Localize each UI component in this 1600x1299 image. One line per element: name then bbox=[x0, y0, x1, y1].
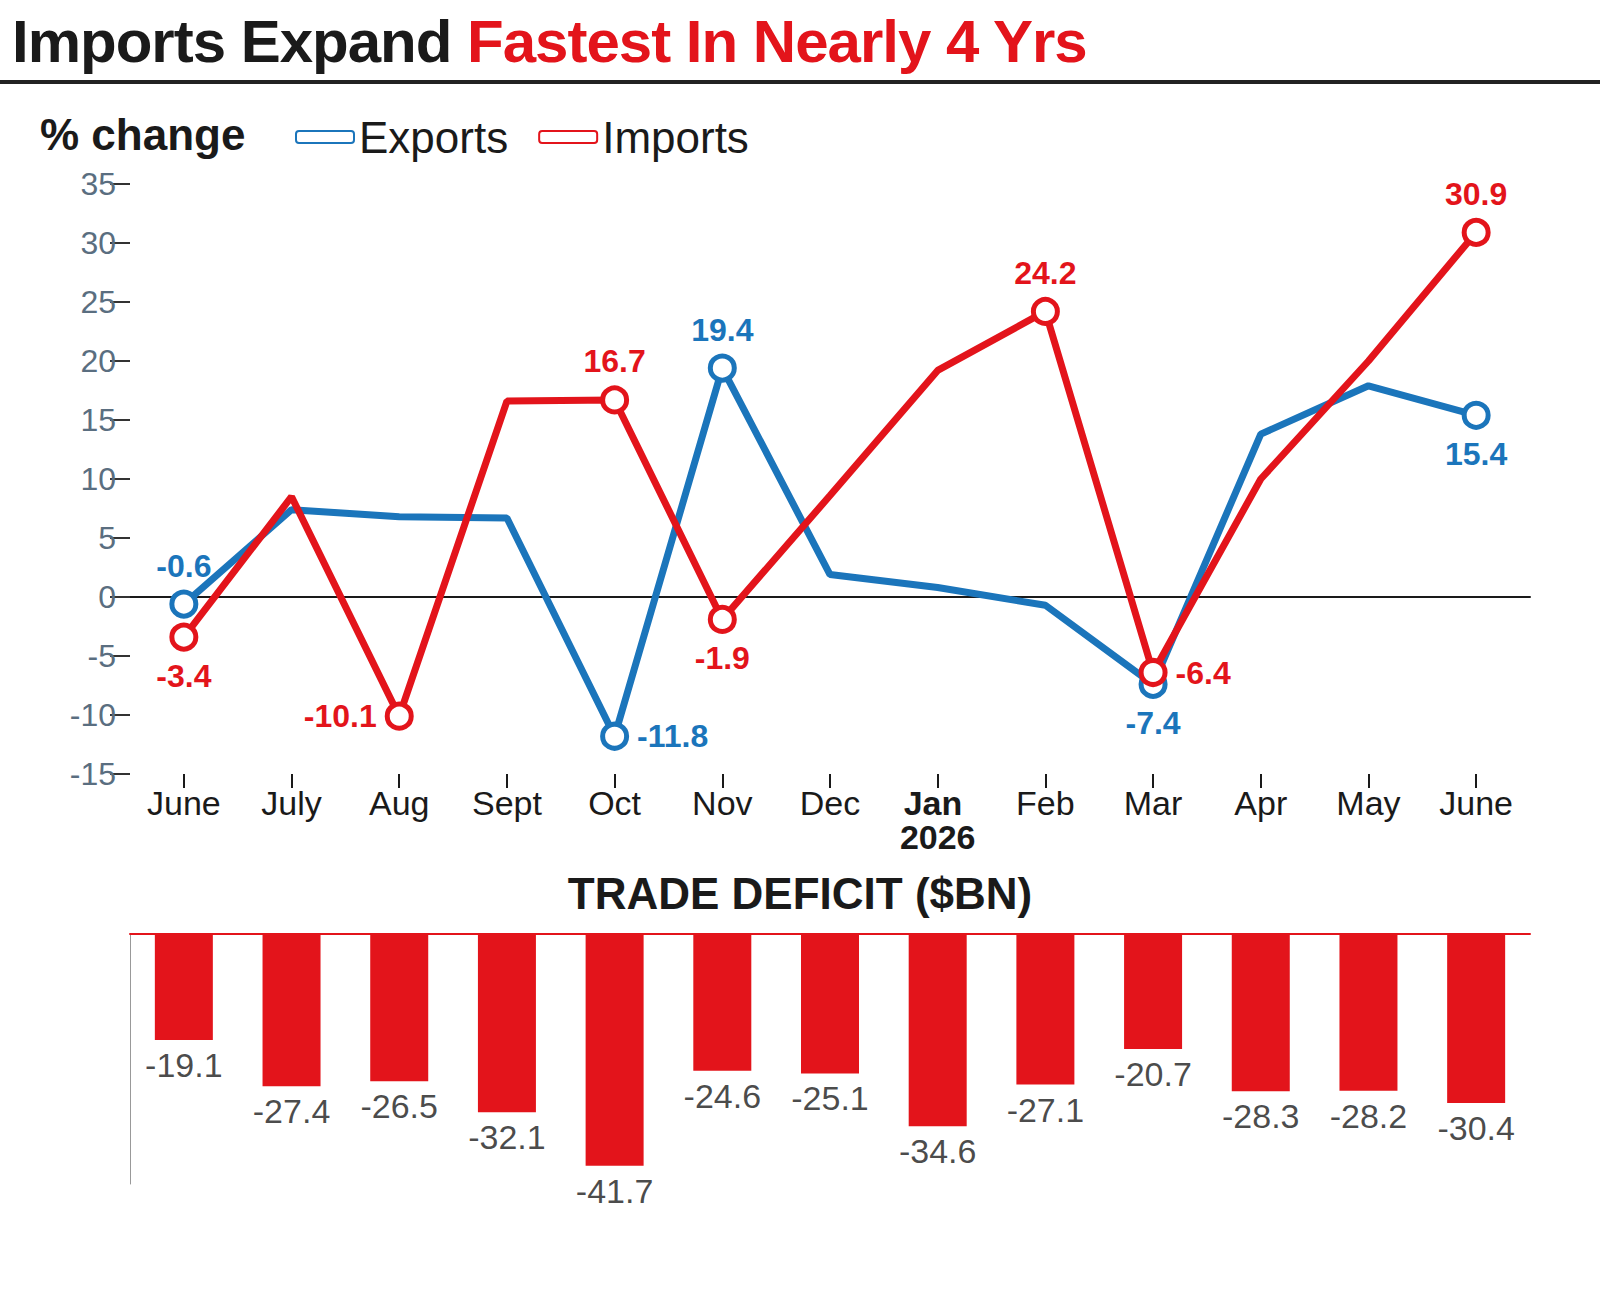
svg-text:-27.4: -27.4 bbox=[253, 1092, 331, 1130]
svg-text:June: June bbox=[1439, 784, 1513, 822]
svg-text:-10: -10 bbox=[70, 697, 116, 733]
svg-text:Apr: Apr bbox=[1234, 784, 1287, 822]
svg-text:-27.1: -27.1 bbox=[1007, 1091, 1085, 1129]
svg-text:Imports: Imports bbox=[602, 113, 749, 162]
svg-text:-28.2: -28.2 bbox=[1330, 1097, 1408, 1135]
svg-text:-7.4: -7.4 bbox=[1126, 705, 1181, 741]
svg-text:Exports: Exports bbox=[359, 113, 508, 162]
svg-text:Mar: Mar bbox=[1124, 784, 1183, 822]
svg-text:20: 20 bbox=[80, 343, 116, 379]
svg-text:TRADE DEFICIT ($BN): TRADE DEFICIT ($BN) bbox=[568, 869, 1032, 918]
svg-text:0: 0 bbox=[98, 579, 116, 615]
svg-text:15: 15 bbox=[80, 402, 116, 438]
svg-text:% change: % change bbox=[40, 110, 245, 159]
svg-text:Aug: Aug bbox=[369, 784, 430, 822]
svg-text:-3.4: -3.4 bbox=[156, 658, 211, 694]
svg-text:-26.5: -26.5 bbox=[360, 1087, 438, 1125]
svg-text:35: 35 bbox=[80, 166, 116, 202]
svg-text:-11.8: -11.8 bbox=[637, 718, 708, 754]
svg-text:Feb: Feb bbox=[1016, 784, 1075, 822]
svg-text:-30.4: -30.4 bbox=[1437, 1109, 1515, 1147]
svg-text:Sept: Sept bbox=[472, 784, 542, 822]
svg-text:May: May bbox=[1336, 784, 1400, 822]
svg-text:-19.1: -19.1 bbox=[145, 1046, 223, 1084]
svg-text:Nov: Nov bbox=[692, 784, 752, 822]
svg-text:25: 25 bbox=[80, 284, 116, 320]
svg-text:-15: -15 bbox=[70, 756, 116, 792]
svg-text:-34.6: -34.6 bbox=[899, 1132, 977, 1170]
svg-text:-24.6: -24.6 bbox=[684, 1077, 762, 1115]
svg-text:Dec: Dec bbox=[800, 784, 860, 822]
svg-text:-32.1: -32.1 bbox=[468, 1118, 546, 1156]
svg-text:-0.6: -0.6 bbox=[156, 548, 211, 584]
svg-text:-1.9: -1.9 bbox=[695, 640, 750, 676]
svg-text:30: 30 bbox=[80, 225, 116, 261]
svg-text:June: June bbox=[147, 784, 221, 822]
svg-text:-5: -5 bbox=[88, 638, 116, 674]
svg-text:2026: 2026 bbox=[900, 818, 976, 856]
svg-text:-10.1: -10.1 bbox=[304, 698, 377, 734]
svg-text:15.4: 15.4 bbox=[1445, 436, 1507, 472]
svg-text:30.9: 30.9 bbox=[1445, 176, 1507, 212]
svg-text:-28.3: -28.3 bbox=[1222, 1097, 1300, 1135]
svg-text:-6.4: -6.4 bbox=[1176, 655, 1231, 691]
svg-text:July: July bbox=[261, 784, 321, 822]
html-text:Imports Expand Fastest In Near: Imports Expand Fastest In Nearly 4 Yrs bbox=[12, 8, 1087, 75]
svg-text:Jan: Jan bbox=[904, 784, 972, 822]
svg-text:-25.1: -25.1 bbox=[791, 1079, 869, 1117]
svg-text:-41.7: -41.7 bbox=[576, 1172, 654, 1210]
svg-text:16.7: 16.7 bbox=[583, 343, 645, 379]
svg-text:Oct: Oct bbox=[588, 784, 641, 822]
svg-text:-20.7: -20.7 bbox=[1114, 1055, 1192, 1093]
svg-text:24.2: 24.2 bbox=[1014, 255, 1076, 291]
svg-text:10: 10 bbox=[80, 461, 116, 497]
svg-text:5: 5 bbox=[98, 520, 116, 556]
svg-text:19.4: 19.4 bbox=[691, 312, 753, 348]
